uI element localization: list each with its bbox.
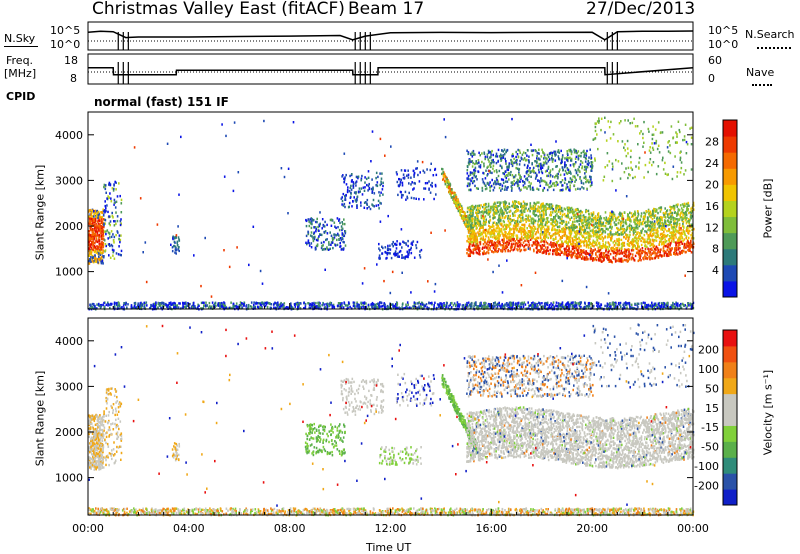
nave-right-tick-bottom: 0 <box>708 72 715 85</box>
power-panel-bg <box>88 112 693 309</box>
frequency-series-line <box>88 66 694 76</box>
velocity-ytick-label-3: 4000 <box>55 335 83 348</box>
velocity-colorbar-segment-1 <box>723 473 737 490</box>
nsearch-dotted-key <box>757 47 791 49</box>
x-tick-label-6: 00:00 <box>677 522 709 535</box>
power-colorbar-tick-0: 28 <box>705 135 719 148</box>
power-colorbar-segment-7 <box>723 168 737 185</box>
power-colorbar-segment-6 <box>723 184 737 201</box>
x-tick-label-2: 08:00 <box>274 522 306 535</box>
power-colorbar-segment-5 <box>723 200 737 218</box>
nsearch-label: N.Search <box>745 28 795 41</box>
nsky-left-tick-top: 10^5 <box>50 24 81 37</box>
velocity-colorbar-frame <box>722 329 738 506</box>
freq-left-tick-bottom: 8 <box>70 72 77 85</box>
x-axis-title: Time UT <box>366 541 412 554</box>
power-ytick-label-2: 3000 <box>55 174 83 187</box>
power-colorbar-tick-5: 8 <box>712 243 719 256</box>
freq-left-tick-top: 18 <box>64 54 78 67</box>
power-colorbar-tick-4: 12 <box>705 221 719 234</box>
x-tick-label-3: 12:00 <box>375 522 407 535</box>
power-colorbar-segment-9 <box>723 136 737 153</box>
velocity-colorbar-tick-6: -100 <box>694 460 719 473</box>
x-tick-label-5: 20:00 <box>576 522 608 535</box>
velocity-colorbar-segment-2 <box>723 457 737 474</box>
power-colorbar-segment-8 <box>723 152 737 169</box>
freq-unit-label: [MHz] <box>4 67 37 80</box>
x-tick-label-0: 00:00 <box>72 522 104 535</box>
station-title: Christmas Valley East (fitACF) <box>92 0 345 19</box>
power-colorbar-frame <box>722 119 738 298</box>
power-colorbar-segment-0 <box>723 280 737 298</box>
freq-label: Freq. <box>6 54 34 67</box>
power-colorbar-segment-2 <box>723 248 737 266</box>
velocity-colorbar-segment-9 <box>723 345 737 363</box>
power-colorbar-tick-2: 20 <box>705 178 719 191</box>
nsky-label: N.Sky <box>4 32 36 45</box>
velocity-colorbar-segment-3 <box>723 441 737 458</box>
velocity-colorbar-segment-10 <box>723 330 737 347</box>
velocity-scatter-group <box>88 323 695 517</box>
x-tick-label-4: 16:00 <box>475 522 507 535</box>
velocity-colorbar-tick-5: -50 <box>701 441 719 454</box>
power-colorbar-tick-6: 4 <box>712 264 719 277</box>
x-tick-label-1: 04:00 <box>173 522 205 535</box>
velocity-ytick-label-1: 2000 <box>55 426 83 439</box>
nsky-label-underline <box>4 46 38 47</box>
power-ytick-label-0: 1000 <box>55 266 83 279</box>
power-colorbar-segment-1 <box>723 264 737 282</box>
velocity-colorbar-segment-7 <box>723 377 737 395</box>
velocity-colorbar-tick-2: 50 <box>705 382 719 395</box>
velocity-colorbar-segment-0 <box>723 489 737 506</box>
velocity-colorbar-tick-3: 15 <box>705 402 719 415</box>
velocity-ytick-label-0: 1000 <box>55 472 83 485</box>
freq-panel-frame <box>87 53 694 85</box>
velocity-colorbar-tick-1: 100 <box>698 363 719 376</box>
nsky-panel-frame <box>87 21 694 51</box>
velocity-colorbar-segment-4 <box>723 425 737 442</box>
nave-label: Nave <box>746 66 775 79</box>
power-colorbar-tick-1: 24 <box>705 157 719 170</box>
nsky-series-line <box>87 30 694 41</box>
velocity-panel-bg <box>88 318 693 515</box>
cpid-label: CPID <box>6 90 36 103</box>
velocity-colorbar-segment-8 <box>723 361 737 379</box>
cpid-value: normal (fast) 151 IF <box>94 95 229 109</box>
velocity-colorbar-tick-7: -200 <box>694 480 719 493</box>
nsky-right-tick-bottom: 10^0 <box>708 38 739 51</box>
power-colorbar-segment-3 <box>723 232 737 250</box>
power-scatter-group <box>88 116 695 311</box>
velocity-ytick-label-2: 3000 <box>55 380 83 393</box>
velocity-colorbar-segment-6 <box>723 393 737 411</box>
nsky-right-tick-top: 10^5 <box>708 24 739 37</box>
nsky-left-tick-bottom: 10^0 <box>50 38 81 51</box>
date-label: 27/Dec/2013 <box>586 0 696 19</box>
power-colorbar-segment-4 <box>723 216 737 234</box>
velocity-colorbar-segment-5 <box>723 409 737 426</box>
power-colorbar-segment-10 <box>723 120 737 137</box>
power-colorbar-tick-3: 16 <box>705 200 719 213</box>
nave-right-tick-top: 60 <box>708 54 722 67</box>
velocity-colorbar-tick-0: 200 <box>698 343 719 356</box>
nave-dotted-key <box>752 84 772 86</box>
power-ytick-label-3: 4000 <box>55 129 83 142</box>
velocity-colorbar-tick-4: -15 <box>701 421 719 434</box>
power-ytick-label-1: 2000 <box>55 220 83 233</box>
beam-label: Beam 17 <box>348 0 425 19</box>
